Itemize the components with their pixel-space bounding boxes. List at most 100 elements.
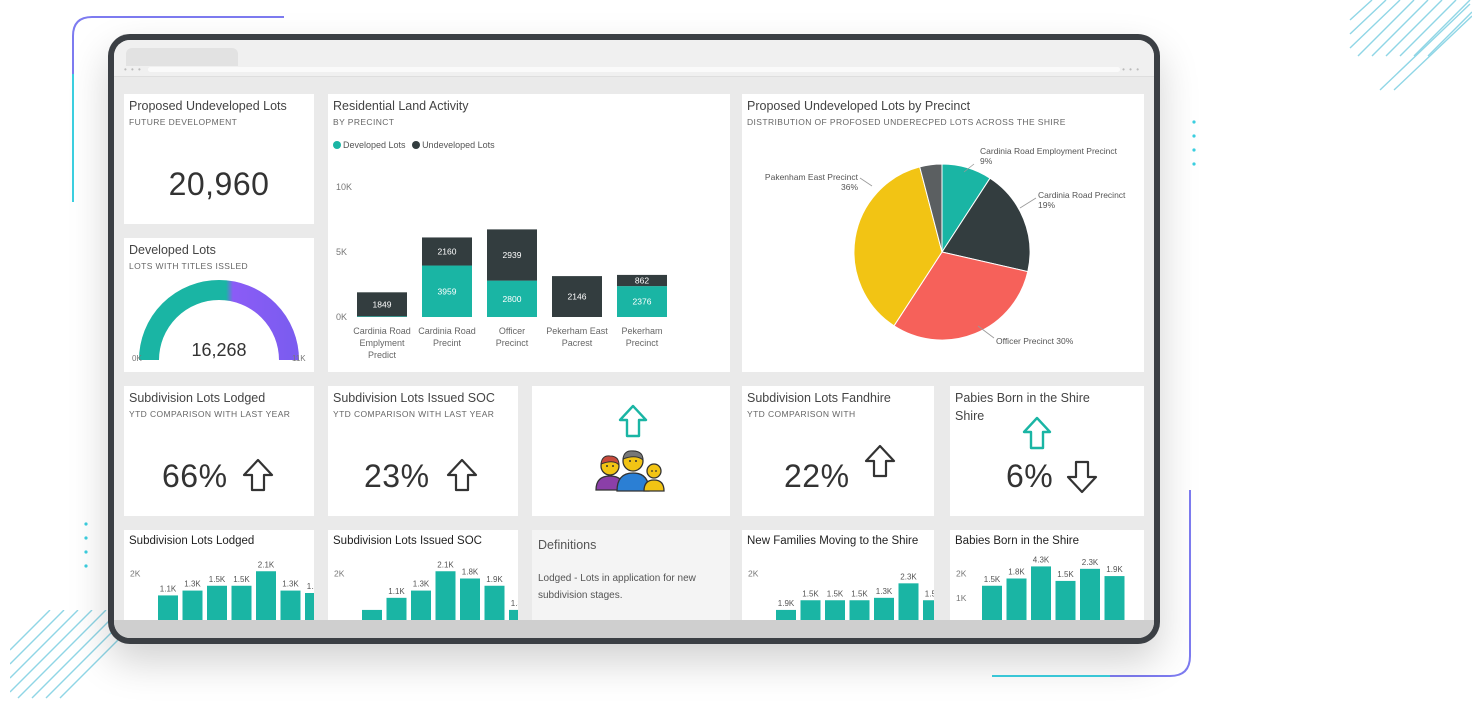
nav-dots-icon[interactable]: • • • [124, 65, 142, 74]
kpi-value: 23% [364, 458, 430, 494]
bar-data-label: 1.3K [876, 587, 893, 596]
gauge-max: 11K [292, 354, 306, 363]
y-tick-label: 2K [130, 569, 141, 579]
gauge-min: 0K [132, 354, 142, 363]
tile-title: Subdivision Lots Issued SOC [333, 535, 482, 547]
bar-undeveloped [487, 229, 537, 281]
arrow-down-icon [1066, 460, 1098, 494]
tile-pie-precinct[interactable]: Proposed Undeveloped Lots by Precinct DI… [742, 94, 1144, 372]
tile-issued-chart[interactable]: Subdivision Lots Issued SOC 2K 1.1K 1.3K 2.… [328, 530, 518, 622]
mini-bar [776, 609, 796, 622]
tile-title: Subdivision Lots Lodged [129, 535, 255, 547]
pie-slice [941, 177, 1031, 273]
pie-slice [919, 163, 943, 253]
bar-data-label: 1.1K [160, 584, 177, 593]
tile-residential-land-activity[interactable]: Residential Land Activity BY PRECINCT De… [328, 94, 730, 372]
family-icon [595, 450, 665, 492]
y-tick-label: 2K [956, 569, 967, 579]
bar-data-label: 2.1K [258, 560, 275, 569]
browser-tab[interactable] [126, 48, 238, 66]
mini-bar [1031, 566, 1051, 622]
definitions-title: Definitions [538, 538, 597, 552]
bar-data-label: 4.3K [1033, 555, 1050, 564]
deco-corner-bottom-right [992, 490, 1191, 677]
gauge-value: 16,268 [191, 340, 247, 360]
bar-data-label: 2.3K [900, 572, 917, 581]
address-bar[interactable] [148, 67, 1120, 72]
tile-title: Pabies Born in the Shire [955, 391, 1090, 405]
tile-developed-lots[interactable]: Developed Lots LOTS WITH TITLES ISSLED 1… [124, 238, 314, 372]
tile-proposed-lots[interactable]: Proposed Undeveloped Lots FUTURE DEVELOP… [124, 94, 314, 224]
issued-bar-chart: 2K 1.1K 1.3K 2.1K 1.8K 1.9K 1.3K [334, 560, 518, 622]
bar-data-label: 1.1K [388, 587, 405, 596]
tile-lots-issued-kpi[interactable]: Subdivision Lots Issued SOC YTD COMPARIS… [328, 386, 518, 516]
x-tick-label: Pekerham East [546, 326, 608, 336]
arrow-up-icon [446, 458, 478, 492]
mini-bar [231, 585, 252, 622]
bottom-bar [114, 620, 1154, 638]
bar-developed [617, 286, 667, 317]
chart-legend: Developed Lots Undeveloped Lots [333, 140, 495, 150]
bar-data-label: 1.3K [413, 580, 430, 589]
legend-dot-developed [333, 141, 341, 149]
pie-label-text: Pakenham East Precinct [764, 172, 858, 182]
x-tick-label: Pekerham [621, 326, 662, 336]
pie-label-officer: Officer Precinct 30% [996, 336, 1073, 346]
kpi-value: 66% [162, 458, 228, 494]
y-tick-label: 1K [956, 593, 967, 603]
tile-families-image[interactable] [532, 386, 730, 516]
bar-undeveloped [357, 292, 407, 317]
bar-data-label: 1.2K [307, 582, 314, 591]
arrow-up-teal-icon [618, 404, 648, 438]
deco-dots-right [1192, 120, 1196, 166]
mini-bar [182, 590, 203, 622]
pie-label-text: Officer Precinct 30% [996, 336, 1074, 346]
bar-undeveloped [552, 276, 602, 317]
arrow-up-teal-icon [1022, 416, 1052, 450]
families-bar-chart: 2K 1.9K 1.5K 1.5K 1.5K 1.3K 2.3K 1.5K [748, 569, 934, 622]
bar-label-developed: 3959 [438, 286, 457, 296]
bar-data-label: 1.5K [209, 575, 226, 584]
leader-line [1019, 197, 1037, 209]
bar-developed [422, 265, 472, 317]
deco-corner-top-left [72, 16, 284, 202]
pie-label-pct: 36% [840, 182, 858, 192]
tile-lodged-chart[interactable]: Subdivision Lots Lodged 2K 1.1K 1.3K 1.5K 1.… [124, 530, 314, 622]
tile-families-chart[interactable]: New Families Moving to the Shire 2K 1.9K 1… [742, 530, 934, 622]
tile-babies-kpi[interactable]: Pabies Born in the Shire Shire 6% [950, 386, 1144, 516]
mini-bar [509, 609, 518, 622]
tile-families-kpi[interactable]: Subdivision Lots Fandhire YTD COMPARISON… [742, 386, 934, 516]
bar-data-label: 1.5K [984, 575, 1001, 584]
mini-bar [460, 578, 480, 622]
tile-title: Residential Land Activity [333, 99, 469, 113]
tile-babies-chart[interactable]: Babies Born in the Shire 2K 1K 1.5K 1.8K 4.3… [950, 530, 1144, 622]
mini-bar [898, 583, 919, 622]
tile-lots-lodged-kpi[interactable]: Subdivision Lots Lodged YTD COMPARISON W… [124, 386, 314, 516]
tile-title: Proposed Undeveloped Lots [129, 99, 287, 113]
bar-data-label: 1.3K [184, 580, 201, 589]
kpi-value: 20,960 [168, 166, 270, 202]
pie-label-pakenham: Pakenham East Precinct 36% [764, 172, 858, 192]
mini-bar [1104, 576, 1125, 622]
pie-label-pct: 19% [1038, 200, 1056, 210]
bar-data-label: 1.8K [1008, 568, 1025, 577]
menu-dots-icon[interactable]: • • • [1122, 65, 1140, 74]
bar-label-developed: 2800 [503, 294, 522, 304]
mini-bar [207, 585, 227, 622]
bar-data-label: 1.5K [851, 589, 868, 598]
tile-title-line2: Shire [955, 409, 985, 423]
mini-bar [982, 585, 1002, 622]
arrow-up-icon [242, 458, 274, 492]
y-tick-label: 2K [334, 569, 345, 579]
pie-label-cardinia: Cardinia Road Precinct 19% [1038, 190, 1125, 210]
bar-data-label: 1.3K [511, 599, 518, 608]
tile-definitions[interactable]: Definitions Lodged - Lots in application… [532, 530, 730, 622]
bar-data-label: 1.3K [282, 580, 299, 589]
bar-data-label: 2.3K [1082, 558, 1099, 567]
tile-subtitle: YTD COMPARISON WITH [747, 409, 856, 419]
x-tick-label: Officer [499, 326, 525, 336]
legend-undeveloped: Undeveloped Lots [422, 140, 495, 150]
tile-title: Subdivision Lots Lodged [129, 391, 266, 405]
stacked-bar-chart: 10K 5K 0K 1849 Cardinia Road Emplyment Predict… [336, 182, 667, 360]
mini-bar [435, 571, 456, 622]
